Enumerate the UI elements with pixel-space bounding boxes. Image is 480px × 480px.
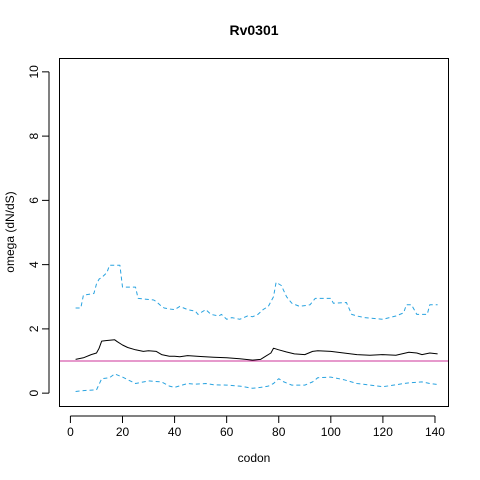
x-tick-label: 140 xyxy=(425,425,445,439)
series-layer xyxy=(75,264,438,392)
series-line-upper-bound xyxy=(75,264,438,320)
x-axis-label: codon xyxy=(238,451,271,465)
x-tick-label: 20 xyxy=(116,425,130,439)
x-axis: 0 20 40 60 80 100 120 140 xyxy=(67,415,445,439)
y-tick-label: 6 xyxy=(27,197,41,204)
plot-frame xyxy=(59,58,449,407)
x-tick-label: 40 xyxy=(168,425,182,439)
y-tick-label: 2 xyxy=(27,325,41,332)
x-tick-label: 0 xyxy=(67,425,74,439)
y-tick-label: 10 xyxy=(27,65,41,79)
y-axis: 0 2 4 6 8 10 xyxy=(27,65,50,396)
x-tick-label: 60 xyxy=(220,425,234,439)
series-line-lower-bound xyxy=(75,373,438,392)
x-tick-label: 120 xyxy=(373,425,393,439)
x-tick-label: 100 xyxy=(321,425,341,439)
y-tick-label: 8 xyxy=(27,132,41,139)
series-line-mean xyxy=(75,339,438,361)
chart-title: Rv0301 xyxy=(229,22,278,38)
y-tick-label: 4 xyxy=(27,261,41,268)
y-axis-label: omega (dN/dS) xyxy=(3,191,17,272)
y-tick-label: 0 xyxy=(27,389,41,396)
x-tick-label: 80 xyxy=(272,425,286,439)
